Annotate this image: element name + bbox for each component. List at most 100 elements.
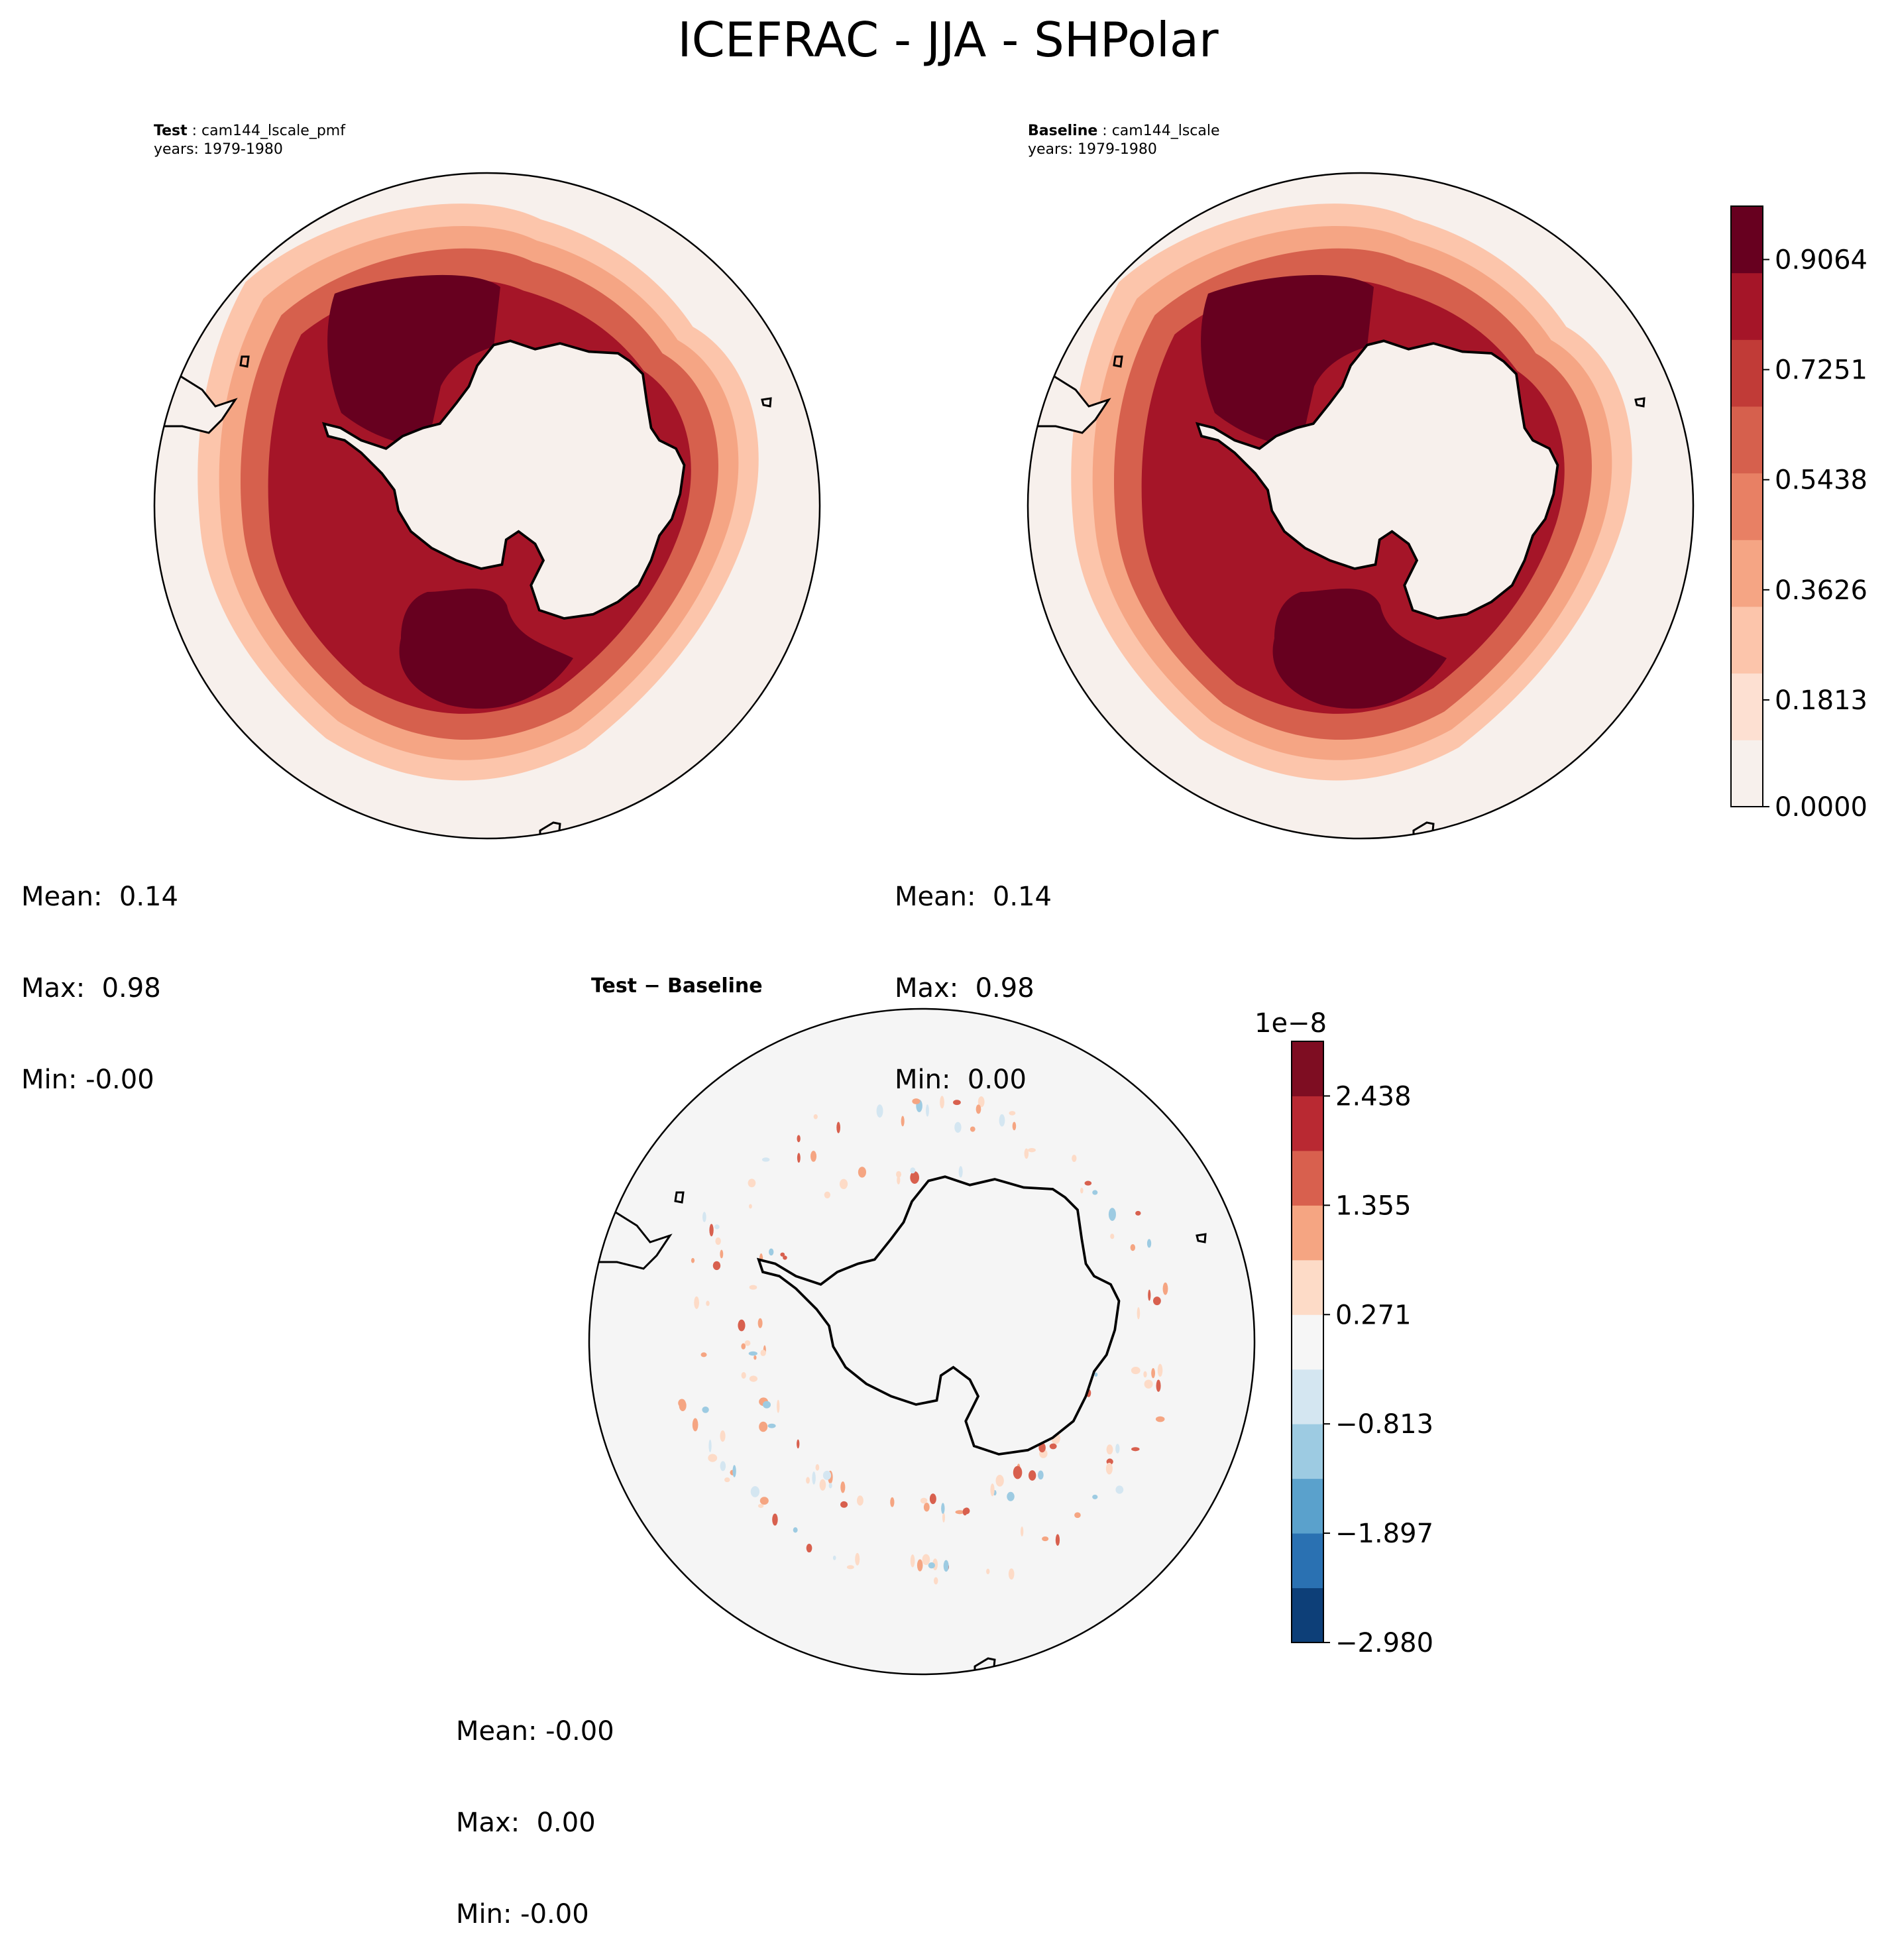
diff-anomaly-speckle (715, 1237, 721, 1245)
main-colorbar: 0.9064 0.7251 0.5438 0.3626 0.1813 0.0000 (1730, 205, 1868, 823)
diff-anomaly-speckle (1012, 1122, 1017, 1131)
diff-anomaly-speckle (810, 1151, 817, 1162)
diff-anomaly-speckle (1115, 1444, 1120, 1454)
diff-anomaly-speckle (1130, 1244, 1136, 1251)
diff-anomaly-speckle (1092, 1190, 1098, 1195)
diff-anomaly-speckle (812, 1471, 816, 1485)
main-colorbar-segment (1731, 740, 1763, 807)
diff-anomaly-speckle (920, 1497, 928, 1504)
diff-anomaly-speckle (1143, 1371, 1147, 1378)
diff-anomaly-speckle (720, 1249, 724, 1259)
diff-anomaly-speckle (922, 1554, 930, 1566)
main-colorbar-segment (1731, 606, 1763, 674)
diff-anomaly-speckle (1106, 1444, 1113, 1455)
diff-anomaly-speckle (976, 1104, 981, 1114)
diff-anomaly-speckle (709, 1224, 714, 1237)
diff-anomaly-speckle (999, 1114, 1005, 1127)
diff-colorbar-segment (1292, 1587, 1323, 1643)
diff-anomaly-speckle (896, 1171, 902, 1178)
diff-anomaly-speckle (1009, 1111, 1016, 1116)
diff-anomaly-speckle (806, 1477, 810, 1484)
diff-colorbar-segment (1292, 1533, 1323, 1589)
diff-panel-title: Test − Baseline (591, 974, 763, 998)
diff-anomaly-speckle (1013, 1466, 1023, 1479)
diff-anomaly-speckle (749, 1285, 757, 1290)
diff-anomaly-speckle (819, 1479, 826, 1491)
baseline-map (1027, 172, 1695, 840)
diff-anomaly-speckle (1152, 1297, 1161, 1306)
test-stats: Mean: 0.14 Max: 0.98 Min: -0.00 (21, 821, 178, 1125)
diff-anomaly-speckle (832, 1555, 836, 1560)
test-ross-sea-ice (399, 589, 573, 709)
baseline-weddell-sea-ice (1201, 274, 1374, 446)
diff-anomaly-speckle (749, 1204, 752, 1209)
diff-anomaly-speckle (858, 1167, 866, 1178)
diff-anomaly-speckle (912, 1098, 920, 1104)
diff-colorbar-tick-label: 0.271 (1335, 1300, 1412, 1330)
diff-max: Max: 0.00 (456, 1808, 596, 1838)
test-map (153, 172, 821, 840)
main-colorbar-segment (1731, 339, 1763, 407)
diff-anomaly-speckle (762, 1401, 771, 1409)
diff-mean: Mean: -0.00 (456, 1716, 614, 1747)
diff-anomaly-speckle (836, 1122, 840, 1133)
diff-anomaly-speckle (1028, 1147, 1036, 1153)
diff-anomaly-speckle (702, 1212, 706, 1222)
baseline-ross-sea-ice (1272, 589, 1447, 709)
diff-anomaly-speckle (714, 1224, 720, 1230)
diff-anomaly-speckle (748, 1179, 756, 1188)
diff-anomaly-speckle (857, 1495, 864, 1506)
baseline-years: years: 1979-1980 (1028, 141, 1157, 158)
diff-colorbar-tick-label: −1.897 (1335, 1519, 1433, 1549)
diff-anomaly-speckle (1135, 1210, 1141, 1216)
diff-anomaly-speckle (753, 1355, 757, 1360)
diff-colorbar-segment (1292, 1205, 1323, 1261)
diff-anomaly-speckle (923, 1503, 930, 1512)
baseline-map-boundary (1027, 172, 1695, 840)
diff-anomaly-speckle (986, 1568, 990, 1575)
diff-anomaly-speckle (724, 1477, 730, 1483)
diff-anomaly-speckle (1007, 1491, 1015, 1501)
test-case-name: cam144_lscale_pmf (201, 123, 345, 139)
diff-colorbar-segment (1292, 1150, 1323, 1206)
diff-anomaly-speckle (1094, 1372, 1098, 1377)
diff-anomaly-speckle (953, 1100, 961, 1106)
diff-anomaly-speckle (744, 1340, 751, 1346)
diff-anomaly-speckle (1155, 1416, 1165, 1422)
diff-colorbar-tick-label: −0.813 (1335, 1409, 1433, 1440)
diff-anomaly-speckle (910, 1171, 919, 1184)
test-weddell-sea-ice (327, 274, 500, 446)
baseline-stats: Mean: 0.14 Max: 0.98 Min: 0.00 (895, 821, 1052, 1125)
diff-map (588, 1008, 1256, 1676)
diff-anomaly-speckle (840, 1481, 846, 1493)
diff-colorbar-tick-label: 1.355 (1335, 1190, 1412, 1221)
diff-colorbar-segment (1292, 1041, 1323, 1096)
test-max: Max: 0.98 (21, 973, 161, 1004)
diff-anomaly-speckle (702, 1407, 709, 1413)
diff-anomaly-speckle (759, 1497, 769, 1505)
diff-anomaly-speckle (1042, 1536, 1049, 1542)
diff-anomaly-speckle (1105, 1462, 1113, 1475)
baseline-panel-header: Baseline : cam144_lscale years: 1979-198… (1028, 123, 1220, 158)
diff-anomaly-speckle (1146, 1239, 1152, 1248)
diff-anomaly-speckle (738, 1319, 746, 1332)
diff-anomaly-speckle (828, 1483, 832, 1489)
diff-anomaly-speckle (769, 1248, 774, 1256)
diff-anomaly-speckle (712, 1261, 721, 1271)
diff-anomaly-speckle (694, 1296, 700, 1309)
baseline-label: Baseline (1028, 123, 1098, 139)
baseline-max: Max: 0.98 (895, 973, 1034, 1004)
diff-anomaly-speckle (797, 1135, 801, 1143)
diff-colorbar-segment (1292, 1424, 1323, 1479)
diff-anomaly-speckle (942, 1513, 946, 1523)
diff-anomaly-speckle (749, 1375, 757, 1382)
diff-anomaly-speckle (1055, 1534, 1060, 1546)
diff-anomaly-speckle (741, 1343, 746, 1350)
diff-colorbar-segment (1292, 1259, 1323, 1315)
diff-anomaly-speckle (777, 1399, 780, 1413)
diff-anomaly-speckle (1148, 1289, 1151, 1301)
diff-anomaly-speckle (928, 1562, 935, 1569)
diff-anomaly-speckle (759, 1421, 768, 1432)
diff-anomaly-speckle (910, 1554, 915, 1568)
diff-colorbar-tick-label: 2.438 (1335, 1081, 1412, 1112)
